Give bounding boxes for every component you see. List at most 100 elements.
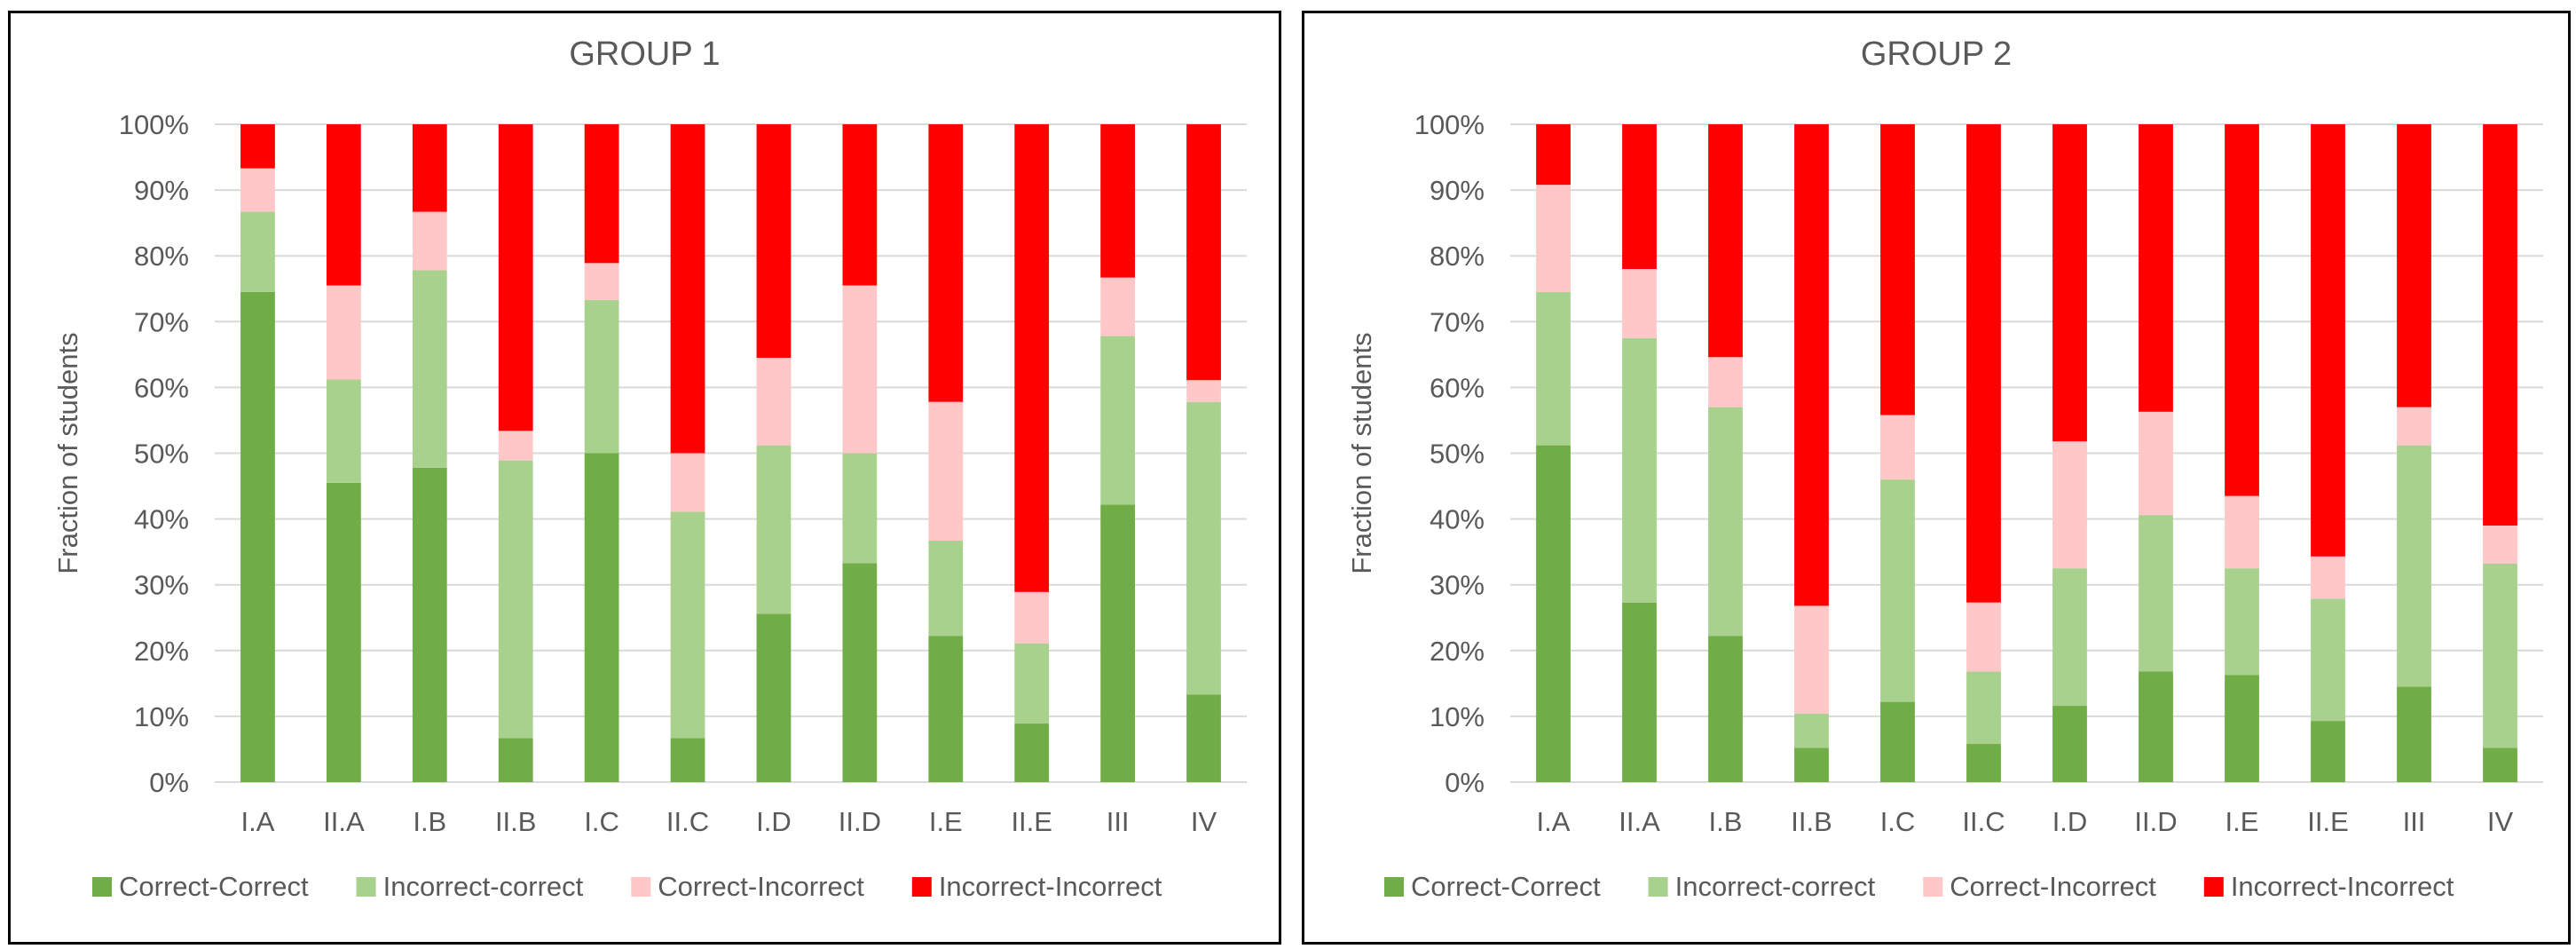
bar-segment-iib-incorrect-incorrect	[1794, 124, 1829, 606]
bar-segment-iib-incorrect-correct	[1794, 713, 1829, 748]
bar-segment-iid-correct-correct	[842, 563, 878, 782]
y-tick-label: 80%	[1430, 241, 1485, 272]
legend-label: Correct-Correct	[1411, 871, 1601, 902]
bar-segment-iib-correct-incorrect	[1794, 605, 1829, 714]
y-tick-label: 0%	[1445, 767, 1485, 798]
x-tick-label: II.B	[1791, 806, 1832, 837]
bar-segment-iib-correct-correct	[1794, 747, 1829, 782]
legend-label: Correct-Incorrect	[658, 871, 864, 902]
legend-swatch	[356, 877, 376, 897]
bar-segment-ia-correct-incorrect	[240, 168, 275, 212]
bar-segment-iii-incorrect-incorrect	[2397, 124, 2431, 407]
legend-label: Incorrect-correct	[1675, 871, 1876, 902]
y-axis-label: Fraction of students	[1346, 332, 1377, 573]
bar-segment-iv-correct-correct	[1186, 694, 1221, 782]
bar-segment-iid-correct-correct	[2139, 671, 2173, 782]
y-tick-label: 0%	[149, 767, 189, 798]
bar-segment-iv-incorrect-incorrect	[1186, 124, 1221, 381]
bar-segment-ib-incorrect-incorrect	[1708, 124, 1743, 358]
bar-segment-iic-correct-incorrect	[670, 453, 705, 512]
bar-segment-iid-correct-incorrect	[2139, 411, 2173, 516]
bar-segment-id-correct-correct	[2052, 706, 2087, 782]
legend-swatch	[1648, 877, 1668, 897]
x-tick-label: I.C	[584, 806, 619, 837]
y-tick-label: 80%	[134, 241, 189, 272]
bar-segment-iie-correct-incorrect	[1014, 591, 1050, 644]
x-tick-label: II.E	[2307, 806, 2349, 837]
chart-group-2: GROUP 2 0% 10% 20% 30% 40% 50% 60% 70% 80% 90% 100%…	[1346, 36, 2543, 902]
x-tick-label: II.D	[839, 806, 881, 837]
chart-group-1: GROUP 1 0% 10% 20% 30% 40% 50% 60% 70% 80% 90% 100%…	[52, 36, 1247, 902]
legend-swatch	[911, 877, 932, 897]
bar-segment-ib-correct-incorrect	[412, 211, 447, 271]
x-tick-label: I.E	[2225, 806, 2259, 837]
bar-segment-iie-incorrect-incorrect	[2311, 124, 2345, 557]
bar-segment-iia-correct-correct	[1622, 602, 1657, 782]
y-tick-label: 40%	[134, 504, 189, 535]
bar-segment-iia-correct-correct	[326, 482, 361, 782]
bar-segment-iii-correct-correct	[2397, 686, 2431, 782]
bar-segment-iib-incorrect-incorrect	[498, 124, 533, 431]
bar-segment-id-correct-incorrect	[2052, 441, 2087, 569]
bar-segment-ib-correct-correct	[412, 467, 447, 782]
bar-segment-iib-correct-incorrect	[498, 431, 533, 461]
x-tick-label: II.C	[1962, 806, 2005, 837]
bar-segment-id-incorrect-incorrect	[756, 124, 792, 359]
legend-swatch	[92, 877, 112, 897]
bar-segment-ia-incorrect-incorrect	[1536, 124, 1571, 186]
bar-segment-ic-correct-incorrect	[1880, 415, 1915, 480]
legend-label: Incorrect-correct	[383, 871, 584, 902]
bar-segment-iie-incorrect-incorrect	[1014, 124, 1050, 592]
x-tick-label: IV	[2487, 806, 2514, 837]
bar-segment-iia-correct-incorrect	[1622, 269, 1657, 338]
legend-swatch	[631, 877, 651, 897]
x-tick-label: II.E	[1011, 806, 1052, 837]
chart-panel-group-1: GROUP 1 0% 10% 20% 30% 40% 50% 60% 70% 80% 90% 100%…	[8, 11, 1281, 945]
x-tick-label: III	[1107, 806, 1130, 837]
bar-segment-ic-incorrect-incorrect	[1880, 124, 1915, 415]
bar-segment-iie-correct-correct	[1014, 724, 1050, 782]
bar-segment-ia-incorrect-incorrect	[240, 124, 275, 169]
y-tick-label: 60%	[1430, 372, 1485, 403]
bar-segment-iii-incorrect-correct	[1100, 336, 1136, 505]
bar-segment-iv-incorrect-correct	[2483, 563, 2517, 748]
bar-segment-iie-incorrect-correct	[1014, 643, 1050, 724]
bar-segment-ia-correct-correct	[1536, 445, 1571, 782]
bar-segment-ic-incorrect-incorrect	[584, 124, 619, 264]
bar-segment-iib-correct-correct	[498, 738, 533, 782]
y-tick-label: 50%	[1430, 439, 1485, 470]
x-tick-label: I.C	[1880, 806, 1916, 837]
y-tick-label: 60%	[134, 372, 189, 403]
x-tick-label: IV	[1191, 806, 1217, 837]
bar-segment-iia-incorrect-correct	[326, 379, 361, 483]
x-tick-label: I.B	[1709, 806, 1743, 837]
legend-swatch	[1923, 877, 1943, 897]
bar-segment-iia-correct-incorrect	[326, 285, 361, 380]
bar-segment-ie-correct-incorrect	[928, 401, 964, 542]
bar-segment-ic-incorrect-correct	[1880, 479, 1915, 702]
bar-segment-iid-incorrect-correct	[2139, 515, 2173, 672]
bar-segment-iid-incorrect-incorrect	[842, 124, 878, 286]
bar-segment-iib-incorrect-correct	[498, 460, 533, 739]
bar-segment-ia-correct-correct	[240, 291, 275, 783]
bar-segment-ic-correct-correct	[1880, 701, 1915, 782]
y-tick-label: 100%	[119, 109, 189, 140]
y-tick-label: 70%	[1430, 306, 1485, 337]
y-tick-label: 10%	[134, 701, 189, 732]
x-tick-label: II.A	[323, 806, 365, 837]
x-tick-label: I.A	[1537, 806, 1571, 837]
bar-segment-id-correct-incorrect	[756, 358, 792, 446]
x-tick-label: I.B	[413, 806, 446, 837]
bar-segment-ia-incorrect-correct	[240, 211, 275, 292]
x-tick-label: I.D	[2052, 806, 2088, 837]
bar-segment-id-correct-correct	[756, 613, 792, 782]
bar-segment-id-incorrect-correct	[756, 445, 792, 614]
y-tick-label: 20%	[1430, 636, 1485, 667]
y-tick-label: 90%	[1430, 175, 1485, 206]
bar-segment-iic-incorrect-incorrect	[1966, 124, 2001, 603]
bar-segment-ia-incorrect-correct	[1536, 291, 1571, 446]
bar-segment-id-incorrect-correct	[2052, 568, 2087, 707]
bar-segment-ib-correct-incorrect	[1708, 357, 1743, 407]
bar-segment-ie-incorrect-incorrect	[2225, 124, 2259, 496]
bar-segment-iie-incorrect-correct	[2311, 598, 2345, 722]
